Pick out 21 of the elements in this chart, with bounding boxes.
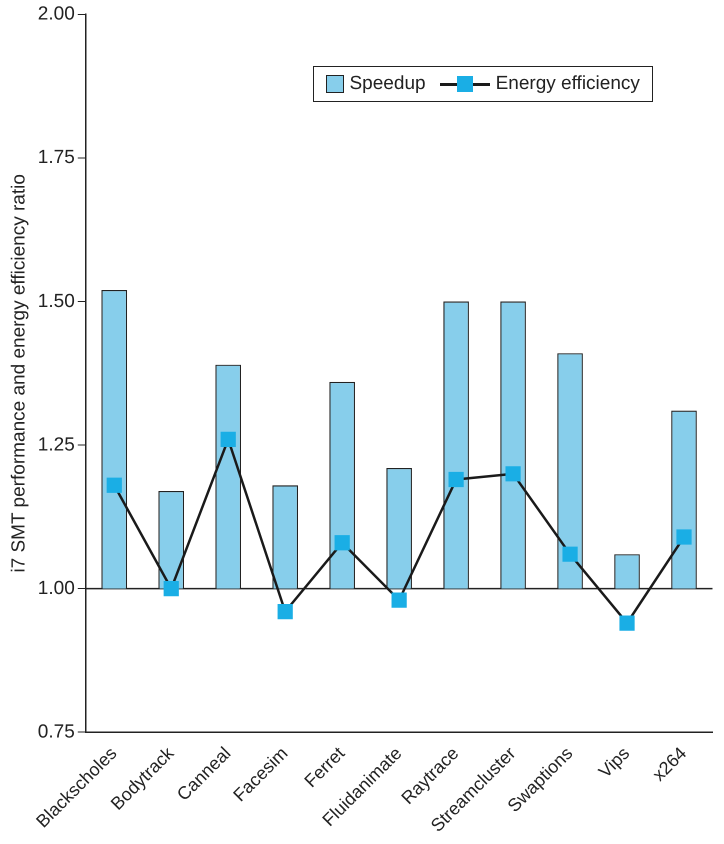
point xyxy=(278,604,293,620)
point xyxy=(562,546,578,562)
point xyxy=(392,592,407,608)
point xyxy=(505,466,521,482)
y-tick-label: 0.75 xyxy=(38,721,75,742)
legend-label: Speedup xyxy=(350,73,426,96)
y-tick-label: 1.75 xyxy=(38,147,75,168)
legend-label: Energy efficiency xyxy=(496,73,640,96)
y-tick-label: 1.00 xyxy=(38,578,75,599)
point xyxy=(676,529,692,545)
point xyxy=(164,581,179,596)
point xyxy=(220,432,236,447)
point xyxy=(334,535,350,550)
point xyxy=(106,478,122,493)
point xyxy=(619,615,635,631)
y-tick-label: 1.25 xyxy=(38,434,75,456)
x-tick-label: Vips xyxy=(594,743,634,782)
y-axis-title: i7 SMT performance and energy efficiency ratio xyxy=(8,174,30,573)
y-tick-label: 2.00 xyxy=(38,4,75,25)
y-tick-label: 1.50 xyxy=(38,290,75,312)
point xyxy=(448,472,464,488)
